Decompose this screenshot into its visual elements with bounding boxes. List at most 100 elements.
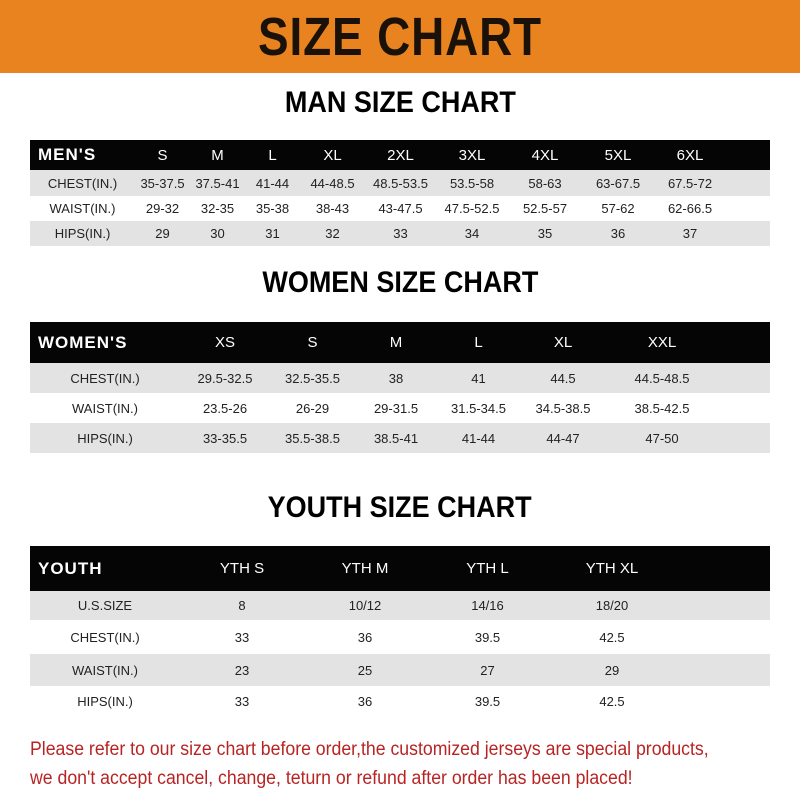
- table-cell: YTH S: [180, 546, 304, 591]
- row-label: WAIST(IN.): [72, 400, 138, 416]
- table-row: HIPS(IN.) 29 30 31 32 33 34 35 36 37: [30, 221, 770, 246]
- table-cell: 38.5-42.5: [634, 400, 690, 416]
- row-label: CHEST(IN.): [30, 363, 180, 393]
- row-label: WAIST(IN.): [49, 201, 116, 216]
- table-cell: S: [270, 322, 355, 363]
- table-cell: 63-67.5: [582, 170, 654, 196]
- table-cell: 32-35: [200, 201, 235, 216]
- row-label: CHEST(IN.): [30, 170, 135, 196]
- table-cell: 42.5: [599, 694, 625, 709]
- table-row: WAIST(IN.) 23.5-26 26-29 29-31.5 31.5-34.5 34…: [30, 393, 770, 423]
- table-row: U.S.SIZE 8 10/12 14/16 18/20: [30, 591, 770, 620]
- row-label: CHEST(IN.): [70, 629, 140, 645]
- table-cell: 36: [357, 694, 373, 709]
- table-cell: 47-50: [606, 423, 718, 453]
- table-cell: 34: [436, 221, 508, 246]
- table-row: HIPS(IN.) 33 36 39.5 42.5: [30, 686, 770, 717]
- youth-size-table: YOUTH YTH S YTH M YTH L YTH XL U.S.SIZE 8 10/12…: [30, 546, 770, 717]
- table-row: CHEST(IN.) 35-37.5 37.5-41 41-44 44-48.5 48.5…: [30, 170, 770, 196]
- empty-cell: [718, 363, 770, 393]
- table-cell: 35-38: [255, 201, 290, 216]
- table-cell: 23.5-26: [202, 400, 248, 416]
- table-cell: 53.5-58: [436, 170, 508, 196]
- table-header-row: MEN'S S M L XL 2XL 3XL 4XL 5XL 6XL: [30, 140, 770, 170]
- table-cell: 35-37.5: [135, 170, 190, 196]
- table-cell: 48.5-53.5: [365, 170, 436, 196]
- table-row: CHEST(IN.) 33 36 39.5 42.5: [30, 620, 770, 654]
- table-cell: 43-47.5: [378, 201, 423, 216]
- disclaimer-line: Please refer to our size chart before or…: [30, 739, 709, 760]
- table-cell: 39.5: [474, 629, 501, 645]
- table-cell: YTH XL: [549, 546, 675, 591]
- table-cell: 33-35.5: [180, 423, 270, 453]
- table-cell: 5XL: [582, 140, 654, 170]
- empty-cell: [726, 221, 770, 246]
- youth-title: YOUTH SIZE CHART: [267, 491, 533, 524]
- table-row: WAIST(IN.) 29-32 32-35 35-38 38-43 43-47.5 47.…: [30, 196, 770, 221]
- women-size-table: WOMEN'S XS S M L XL XXL CHEST(IN.) 29.5-32.5 32.5…: [30, 322, 770, 453]
- table-cell: 3XL: [436, 140, 508, 170]
- women-title: WOMEN SIZE CHART: [262, 266, 538, 299]
- banner: SIZE CHART: [0, 0, 800, 73]
- empty-cell: [675, 591, 770, 620]
- table-row: HIPS(IN.) 33-35.5 35.5-38.5 38.5-41 41-44 44-…: [30, 423, 770, 453]
- table-cell: 14/16: [426, 591, 549, 620]
- table-cell: M: [190, 140, 245, 170]
- table-cell: 37: [654, 221, 726, 246]
- table-cell: 39.5: [474, 694, 501, 709]
- table-cell: 33: [234, 694, 250, 709]
- empty-cell: [675, 546, 770, 591]
- table-cell: 32.5-35.5: [270, 363, 355, 393]
- table-cell: 44-47: [520, 423, 606, 453]
- table-cell: 36: [357, 629, 373, 645]
- empty-cell: [675, 686, 770, 717]
- table-cell: 32: [300, 221, 365, 246]
- table-cell: 23: [180, 654, 304, 686]
- table-cell: 29-32: [145, 201, 180, 216]
- table-header-label: YOUTH: [30, 546, 180, 591]
- table-cell: 38-43: [315, 201, 350, 216]
- table-cell: YTH M: [304, 546, 426, 591]
- table-cell: XL: [300, 140, 365, 170]
- table-cell: 62-66.5: [667, 201, 713, 216]
- empty-cell: [726, 170, 770, 196]
- table-cell: 27: [426, 654, 549, 686]
- table-cell: 41-44: [437, 423, 520, 453]
- table-cell: S: [135, 140, 190, 170]
- table-row: WAIST(IN.) 23 25 27 29: [30, 654, 770, 686]
- table-cell: L: [245, 140, 300, 170]
- table-cell: 35: [508, 221, 582, 246]
- table-cell: XXL: [606, 322, 718, 363]
- table-cell: 29: [135, 221, 190, 246]
- table-header-label: WOMEN'S: [30, 322, 180, 363]
- table-cell: L: [437, 322, 520, 363]
- table-header-row: YOUTH YTH S YTH M YTH L YTH XL: [30, 546, 770, 591]
- table-cell: 33: [234, 629, 250, 645]
- men-size-table: MEN'S S M L XL 2XL 3XL 4XL 5XL 6XL CHEST(IN.) 35-37…: [30, 140, 770, 246]
- table-cell: 44-48.5: [300, 170, 365, 196]
- table-cell: 44.5: [520, 363, 606, 393]
- table-cell: YTH L: [426, 546, 549, 591]
- empty-cell: [675, 620, 770, 654]
- empty-cell: [675, 654, 770, 686]
- banner-title: SIZE CHART: [258, 6, 542, 67]
- table-cell: 41: [437, 363, 520, 393]
- row-label: HIPS(IN.): [77, 694, 133, 709]
- table-cell: M: [355, 322, 437, 363]
- table-cell: 47.5-52.5: [444, 201, 500, 216]
- table-cell: 37.5-41: [190, 170, 245, 196]
- table-cell: 30: [190, 221, 245, 246]
- table-cell: XS: [180, 322, 270, 363]
- row-label: HIPS(IN.): [30, 423, 180, 453]
- table-cell: 31.5-34.5: [451, 400, 506, 416]
- table-cell: 38: [355, 363, 437, 393]
- empty-cell: [726, 140, 770, 170]
- table-cell: 25: [304, 654, 426, 686]
- table-cell: 38.5-41: [355, 423, 437, 453]
- disclaimer: Please refer to our size chart before or…: [30, 735, 780, 793]
- row-label: HIPS(IN.): [30, 221, 135, 246]
- table-cell: 67.5-72: [654, 170, 726, 196]
- table-cell: 36: [582, 221, 654, 246]
- men-title: MAN SIZE CHART: [284, 86, 516, 119]
- table-cell: 6XL: [654, 140, 726, 170]
